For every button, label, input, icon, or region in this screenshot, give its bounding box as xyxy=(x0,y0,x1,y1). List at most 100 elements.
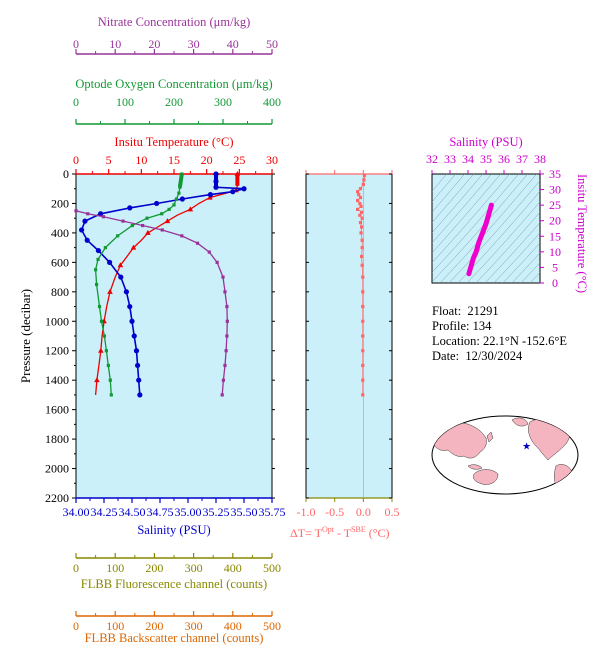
nitrate-point xyxy=(224,349,228,353)
nitrate-point xyxy=(121,219,125,223)
delta-t-label-part: Opt xyxy=(322,525,335,534)
oxygen-point xyxy=(99,319,104,323)
ts-density-contours xyxy=(432,174,540,283)
pressure-axis-label: Pressure (decibar) xyxy=(18,289,33,383)
temperature-point xyxy=(107,288,113,294)
delta-t-label-part: (°C) xyxy=(366,526,390,540)
nitrate-point xyxy=(180,234,184,238)
nitrate-point xyxy=(86,212,90,216)
delta-t-point xyxy=(360,225,364,229)
profile-number: 134 xyxy=(472,319,492,333)
ts-temp-axis-label: Insitu Temperature (°C) xyxy=(575,174,589,293)
ts-density-contour xyxy=(457,190,540,283)
temperature-tick-label: 10 xyxy=(135,153,147,167)
salinity-point xyxy=(230,189,236,195)
temperature-tick-label: 0 xyxy=(73,153,79,167)
ts-density-contour xyxy=(439,174,537,283)
ts-salinity-tick-label: 34 xyxy=(462,152,474,166)
nitrate-point xyxy=(223,363,227,368)
delta-t-point xyxy=(361,393,365,397)
salinity-point xyxy=(135,362,141,369)
nitrate-point xyxy=(221,378,225,382)
backscatter-tick-label: 0 xyxy=(73,619,79,633)
nitrate-point xyxy=(215,260,219,264)
temperature-tick-label: 20 xyxy=(201,153,213,167)
ts-title: Salinity (PSU) xyxy=(449,135,522,149)
nitrate-axis-label: Nitrate Concentration (μm/kg) xyxy=(98,15,251,29)
oxygen-tick-label: 400 xyxy=(263,95,281,109)
ts-temp-tick-label: 25 xyxy=(549,198,561,212)
oxygen-surface-segment xyxy=(177,173,184,188)
pressure-tick-label: 1400 xyxy=(45,373,69,387)
pressure-tick-label: 1200 xyxy=(45,344,69,358)
delta-t-point xyxy=(360,238,364,242)
ts-density-contour xyxy=(432,174,501,254)
salinity-point xyxy=(137,392,143,398)
ts-profile-line xyxy=(466,202,494,277)
profile-row: Profile: 134 xyxy=(432,319,492,333)
delta-t-point xyxy=(360,246,364,250)
float-info: Float: 21291 Profile: 134 Location: 22.1… xyxy=(432,304,567,364)
delta-t-point xyxy=(358,221,363,225)
delta-t-point xyxy=(362,178,366,182)
ts-salinity-tick-label: 33 xyxy=(444,152,456,166)
oxygen-point xyxy=(167,207,171,211)
salinity-point xyxy=(133,348,140,354)
fluorescence-axis-label: FLBB Fluorescence channel (counts) xyxy=(81,577,267,591)
oxygen-point xyxy=(94,268,98,272)
salinity-point xyxy=(131,333,137,339)
backscatter-tick-label: 400 xyxy=(224,619,242,633)
temperature-tick-label: 5 xyxy=(106,153,112,167)
ts-temp-tick-label: 0 xyxy=(552,276,558,290)
nitrate-point xyxy=(141,223,145,228)
pressure-tick-label: 1600 xyxy=(45,403,69,417)
ts-density-contour xyxy=(520,262,540,283)
delta-t-point xyxy=(361,378,365,382)
oxygen-tick-label: 200 xyxy=(165,95,183,109)
oxygen-point xyxy=(104,349,108,353)
oxygen-point xyxy=(177,191,181,195)
float-id: 21291 xyxy=(467,304,499,318)
delta-t-point xyxy=(357,193,361,197)
delta-t-point xyxy=(360,210,364,214)
location-row: Location: 22.1°N -152.6°E xyxy=(432,334,567,348)
delta-t-point xyxy=(361,290,365,294)
salinity-point xyxy=(118,274,124,280)
salinity-tick-label: 35.50 xyxy=(231,505,258,519)
delta-t-point xyxy=(359,231,363,235)
nitrate-tick-label: 40 xyxy=(227,37,239,51)
delta-t-point xyxy=(361,182,365,186)
ts-density-contour xyxy=(475,211,540,283)
delta-t-point xyxy=(358,187,363,191)
fluorescence-tick-label: 200 xyxy=(145,561,163,575)
delta-t-tick-label: -1.0 xyxy=(297,505,316,519)
salinity-tick-label: 35.00 xyxy=(175,505,202,519)
nitrate-point xyxy=(221,275,225,279)
nitrate-point xyxy=(223,290,227,294)
ts-temp-tick-label: 10 xyxy=(549,245,561,259)
salinity-point xyxy=(154,200,160,207)
nitrate-point xyxy=(101,215,106,219)
nitrate-point xyxy=(160,228,164,232)
backscatter-tick-label: 100 xyxy=(106,619,124,633)
temperature-point xyxy=(117,262,124,268)
nitrate-tick-label: 20 xyxy=(148,37,160,51)
temperature-tick-label: 25 xyxy=(233,153,245,167)
oxygen-point xyxy=(106,363,110,368)
salinity-tick-label: 35.75 xyxy=(259,505,286,519)
salinity-tick-label: 35.25 xyxy=(203,505,230,519)
oxygen-point xyxy=(97,304,102,309)
nitrate-point xyxy=(74,209,78,213)
delta-t-label-part: ΔT= T xyxy=(290,526,323,540)
pressure-tick-label: 800 xyxy=(51,285,69,299)
delta-t-point xyxy=(358,213,362,217)
salinity-point xyxy=(127,205,133,211)
salinity-axis-label: Salinity (PSU) xyxy=(137,523,210,537)
nitrate-point xyxy=(220,393,224,397)
temperature-series-line xyxy=(94,174,239,395)
ts-density-contour xyxy=(432,174,510,264)
oxygen-tick-label: 0 xyxy=(73,95,79,109)
ts-density-contour xyxy=(493,232,540,283)
salinity-point xyxy=(84,237,90,243)
